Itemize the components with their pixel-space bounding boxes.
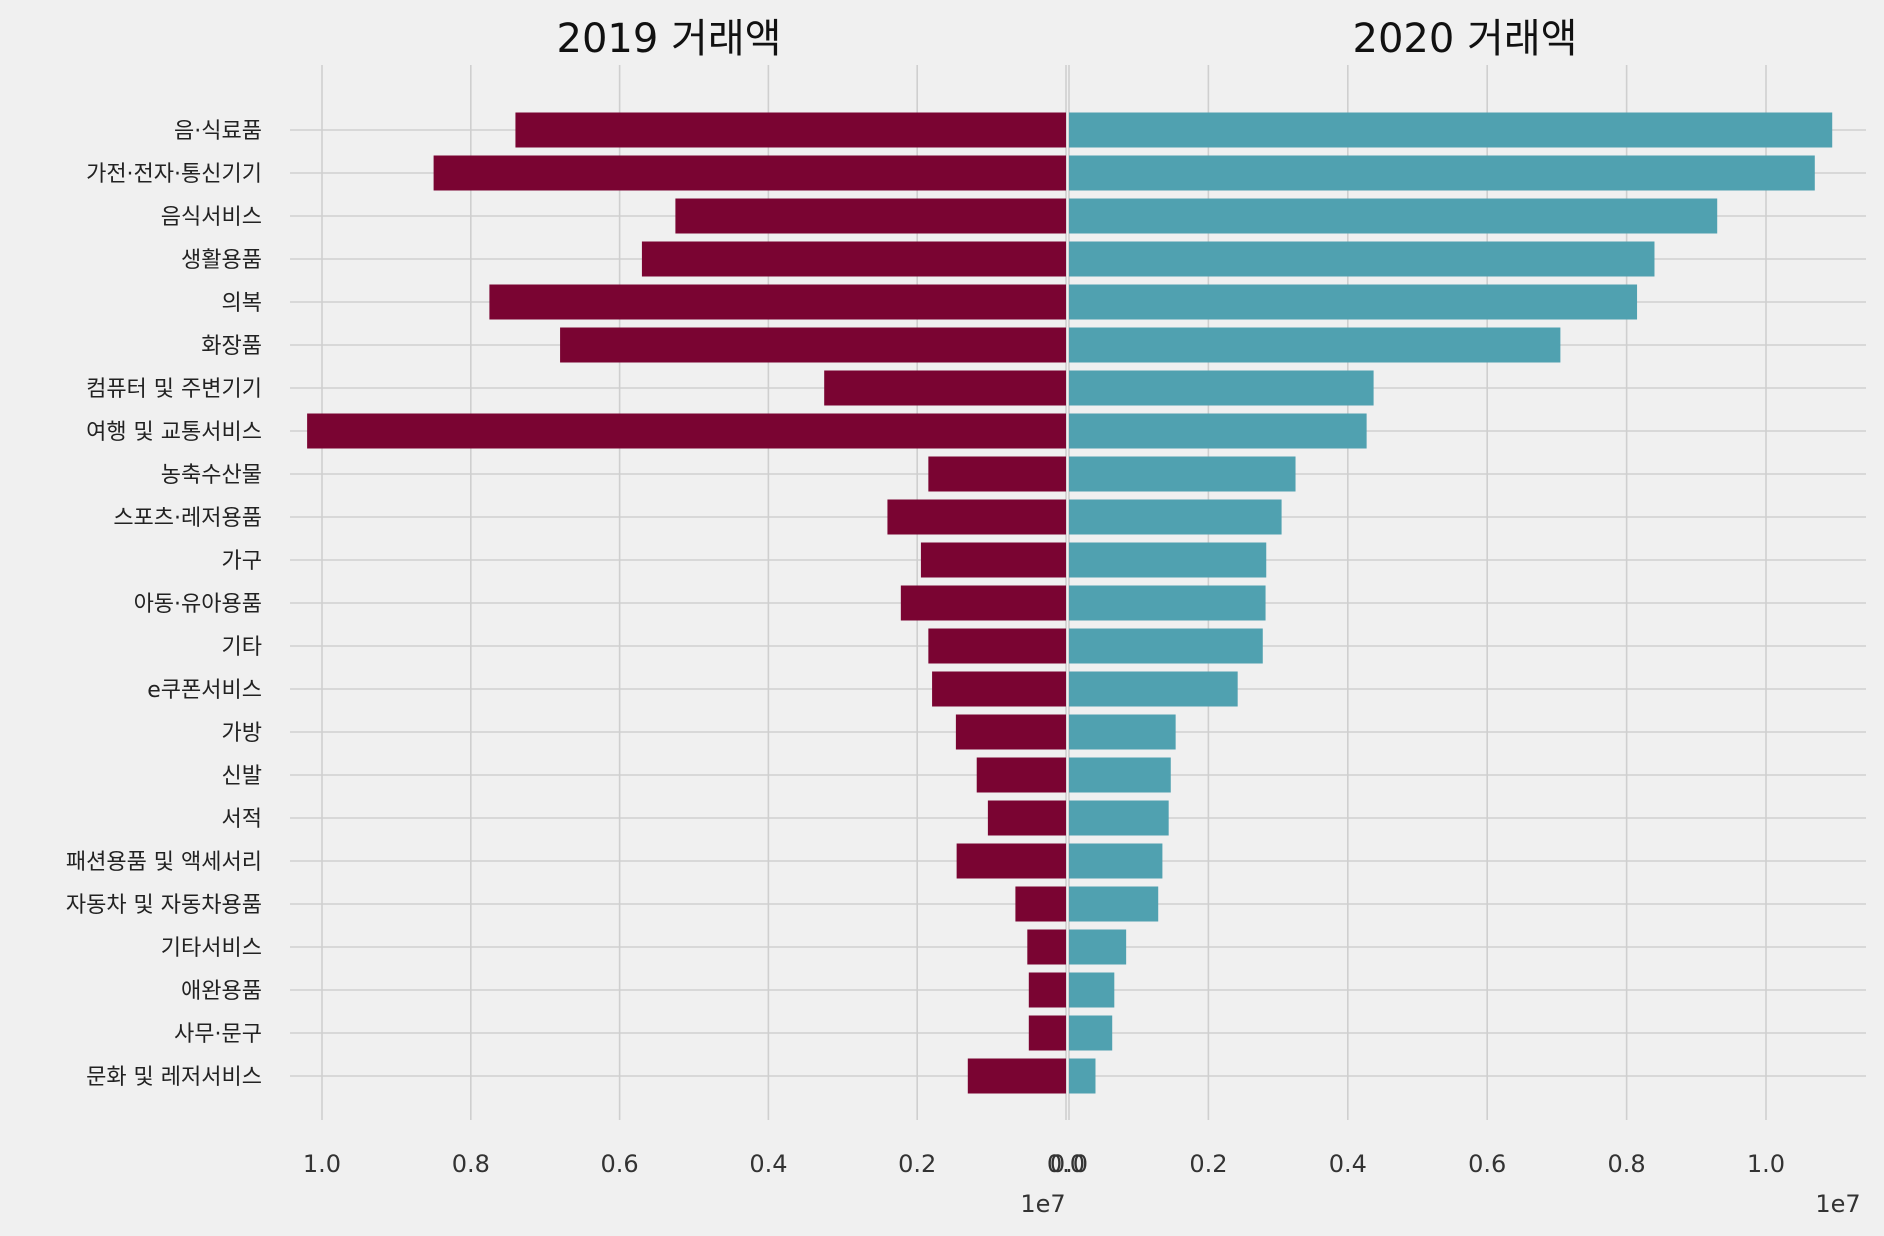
right-bar (1069, 542, 1267, 578)
left-panel-2019: 1.0 0.8 0.6 0.4 0.2 0.0 2019 거래액 1e7 (290, 16, 1085, 1218)
category-label: 농축수산물 (161, 463, 262, 488)
left-bar (433, 155, 1067, 191)
right-bar (1069, 886, 1159, 922)
right-bar (1069, 155, 1815, 191)
left-bar (307, 413, 1066, 449)
right-bar (1069, 628, 1263, 664)
left-bar (932, 671, 1066, 707)
right-bar (1069, 800, 1169, 836)
left-bar (887, 499, 1066, 535)
left-panel-title: 2019 거래액 (557, 16, 782, 62)
left-bar (560, 327, 1066, 363)
category-label: 기타서비스 (161, 936, 262, 961)
category-label: e쿠폰서비스 (147, 678, 262, 703)
left-x-tick-label: 0.4 (749, 1150, 787, 1178)
category-label: 아동·유아용품 (134, 592, 262, 617)
left-bar (1028, 972, 1066, 1008)
left-x-tick-label: 0.0 (1047, 1150, 1085, 1178)
left-bar (1015, 886, 1066, 922)
left-x-tick-label: 1.0 (303, 1150, 341, 1178)
right-x-tick-label: 0.2 (1189, 1150, 1227, 1178)
category-label: 서적 (222, 807, 262, 832)
left-bar (920, 542, 1066, 578)
right-x-tick-label: 0.0 (1050, 1150, 1088, 1178)
right-bar (1069, 327, 1561, 363)
left-bar (515, 112, 1066, 148)
left-x-ticks: 1.0 0.8 0.6 0.4 0.2 0.0 (303, 1150, 1085, 1178)
left-x-tick-label: 0.6 (601, 1150, 639, 1178)
right-bar (1069, 1058, 1096, 1094)
left-bar (824, 370, 1066, 406)
right-x-scale-label: 1e7 (1815, 1190, 1860, 1218)
right-x-tick-label: 1.0 (1747, 1150, 1785, 1178)
right-bar (1069, 972, 1115, 1008)
left-x-tick-label: 0.2 (898, 1150, 936, 1178)
right-bar (1069, 413, 1367, 449)
left-x-tick-label: 0.8 (452, 1150, 490, 1178)
right-bar (1069, 757, 1171, 793)
category-label: 신발 (222, 764, 262, 789)
category-label: 생활용품 (181, 248, 262, 273)
right-x-ticks: 0.0 0.2 0.4 0.6 0.8 1.0 (1050, 1150, 1785, 1178)
category-label: 음식서비스 (161, 205, 262, 230)
right-x-tick-label: 0.8 (1608, 1150, 1646, 1178)
left-bar (928, 628, 1066, 664)
left-bar (900, 585, 1066, 621)
right-bars (1069, 112, 1833, 1094)
right-bar (1069, 499, 1282, 535)
right-panel-title: 2020 거래액 (1353, 16, 1578, 62)
left-x-scale-label: 1e7 (1020, 1190, 1065, 1218)
right-x-tick-label: 0.6 (1468, 1150, 1506, 1178)
category-label: 자동차 및 자동차용품 (66, 893, 262, 918)
left-bar (956, 843, 1066, 879)
right-bar (1069, 843, 1163, 879)
left-bar (987, 800, 1066, 836)
left-bar (976, 757, 1066, 793)
category-label: 사무·문구 (174, 1022, 262, 1047)
category-label: 여행 및 교통서비스 (86, 420, 262, 445)
category-label: 화장품 (201, 334, 262, 359)
left-bar (928, 456, 1066, 492)
category-label: 스포츠·레저용품 (113, 506, 262, 531)
right-bar (1069, 370, 1374, 406)
category-label: 의복 (222, 291, 262, 316)
right-bar (1069, 284, 1638, 320)
left-bar (641, 241, 1066, 277)
left-bar (489, 284, 1066, 320)
left-bar (955, 714, 1066, 750)
right-x-tick-label: 0.4 (1329, 1150, 1367, 1178)
right-bar (1069, 456, 1296, 492)
left-bars (307, 112, 1067, 1094)
category-label: 음·식료품 (174, 119, 262, 144)
category-label: 애완용품 (181, 979, 262, 1004)
right-bar (1069, 198, 1718, 234)
category-label: 가방 (222, 721, 262, 746)
right-bar (1069, 714, 1176, 750)
right-bar (1069, 1015, 1113, 1051)
left-bar (675, 198, 1066, 234)
left-bar (967, 1058, 1066, 1094)
category-label: 기타 (222, 635, 262, 660)
right-bar (1069, 241, 1655, 277)
category-label: 문화 및 레저서비스 (86, 1065, 262, 1090)
right-panel-2020: 0.0 0.2 0.4 0.6 0.8 1.0 2020 거래액 1e7 (1050, 16, 1866, 1218)
right-bar (1069, 112, 1833, 148)
category-label: 가전·전자·통신기기 (86, 162, 262, 187)
category-label: 컴퓨터 및 주변기기 (86, 377, 262, 402)
right-bar (1069, 585, 1266, 621)
left-bar (1027, 929, 1066, 965)
right-bar (1069, 671, 1238, 707)
left-bar (1028, 1015, 1066, 1051)
category-label: 가구 (222, 549, 262, 574)
category-label: 패션용품 및 액세서리 (66, 850, 262, 875)
right-bar (1069, 929, 1127, 965)
